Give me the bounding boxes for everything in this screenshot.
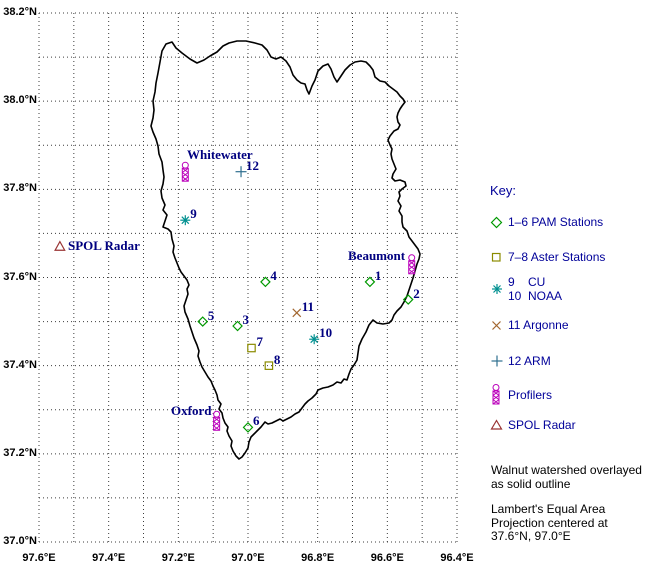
key-item-spol-radar: SPOL Radar	[490, 418, 576, 432]
key-item-arm: 12 ARM	[490, 354, 551, 368]
y-axis-tick-label: 38.2°N	[3, 6, 37, 18]
key-item-label: Profilers	[508, 388, 553, 402]
key-panel: Key: 1–6 PAM Stations 7–8 Aster Stations	[490, 183, 650, 432]
y-axis-tick-label: 37.0°N	[3, 535, 37, 547]
station-marker-7	[247, 343, 256, 353]
station-number-9: 9	[190, 206, 197, 222]
x-axis-tick-label: 97.6°E	[22, 552, 56, 564]
graticule-grid	[38, 12, 458, 543]
station-number-7: 7	[256, 334, 263, 350]
station-number-1: 1	[374, 267, 382, 283]
key-item-profilers: Profilers	[490, 383, 552, 407]
note-watershed-outline: Walnut watershed overlayed as solid outl…	[491, 463, 642, 491]
argonne-x-icon	[490, 319, 508, 332]
place-label-oxford: Oxford	[171, 403, 212, 418]
note-projection: Lambert's Equal Area Projection centered…	[491, 502, 608, 543]
station-marker-8	[264, 361, 274, 370]
profiler-tower-icon	[490, 383, 508, 407]
spol-radar-marker	[54, 240, 66, 251]
place-label-whitewater: Whitewater	[187, 147, 253, 162]
y-axis-tick-label: 37.8°N	[3, 182, 37, 195]
station-marker-5	[197, 316, 209, 327]
key-item-argonne: 11 Argonne	[490, 318, 569, 332]
spol-radar-label: SPOL Radar	[68, 238, 140, 253]
cu-noaa-asterisk-icon	[490, 282, 508, 296]
station-number-5: 5	[207, 307, 215, 323]
station-marker-1	[364, 276, 376, 288]
x-axis-tick-label: 96.8°E	[301, 552, 335, 564]
key-title: Key:	[490, 183, 517, 198]
key-item-label: 9 CU 10 NOAA	[508, 275, 563, 303]
key-item-label: SPOL Radar	[508, 418, 576, 432]
station-number-3: 3	[242, 311, 250, 327]
key-item-label: 11 Argonne	[508, 318, 569, 332]
aster-station-square-icon	[490, 251, 508, 264]
station-marker-11	[292, 308, 302, 318]
y-axis-tick-label: 37.4°N	[3, 358, 37, 371]
x-axis-tick-label: 96.6°E	[370, 552, 404, 564]
arm-plus-icon	[490, 354, 508, 368]
station-marker-9	[180, 215, 191, 226]
x-axis-tick-label: 96.4°E	[440, 552, 474, 564]
profiler-marker-whitewater	[181, 161, 189, 182]
station-number-8: 8	[273, 351, 281, 367]
station-marker-3	[232, 320, 243, 332]
station-number-12: 12	[246, 157, 260, 173]
station-number-10: 10	[319, 325, 333, 341]
y-axis-tick-label: 37.2°N	[3, 446, 37, 459]
x-axis-tick-label: 97.0°E	[231, 552, 265, 564]
profiler-marker-beaumont	[408, 254, 416, 275]
station-number-2: 2	[413, 285, 420, 301]
y-axis-tick-label: 37.6°N	[3, 270, 37, 283]
place-label-beaumont: Beaumont	[348, 248, 406, 263]
y-axis-tick-label: 38.0°N	[3, 94, 37, 107]
station-number-11: 11	[301, 298, 315, 314]
key-item-cu-noaa: 9 CU 10 NOAA	[490, 275, 562, 303]
key-item-label: 12 ARM	[508, 354, 551, 368]
pam-station-diamond-icon	[490, 216, 508, 229]
station-marker-2	[402, 294, 414, 305]
key-item-pam-stations: 1–6 PAM Stations	[490, 215, 603, 229]
key-item-label: 1–6 PAM Stations	[508, 215, 604, 229]
x-axis-tick-label: 97.4°E	[92, 552, 126, 564]
walnut-watershed-outline	[150, 40, 421, 460]
station-marker-6	[242, 422, 254, 433]
station-marker-12	[235, 166, 247, 178]
station-marker-4	[260, 276, 271, 288]
station-marker-10	[309, 334, 320, 345]
key-item-aster-stations: 7–8 Aster Stations	[490, 250, 605, 264]
spol-radar-triangle-icon	[490, 419, 508, 431]
station-number-6: 6	[253, 413, 260, 429]
x-axis-tick-label: 97.2°E	[161, 552, 195, 564]
station-number-4: 4	[270, 267, 277, 283]
profiler-marker-oxford	[213, 410, 221, 431]
key-item-label: 7–8 Aster Stations	[508, 250, 606, 264]
